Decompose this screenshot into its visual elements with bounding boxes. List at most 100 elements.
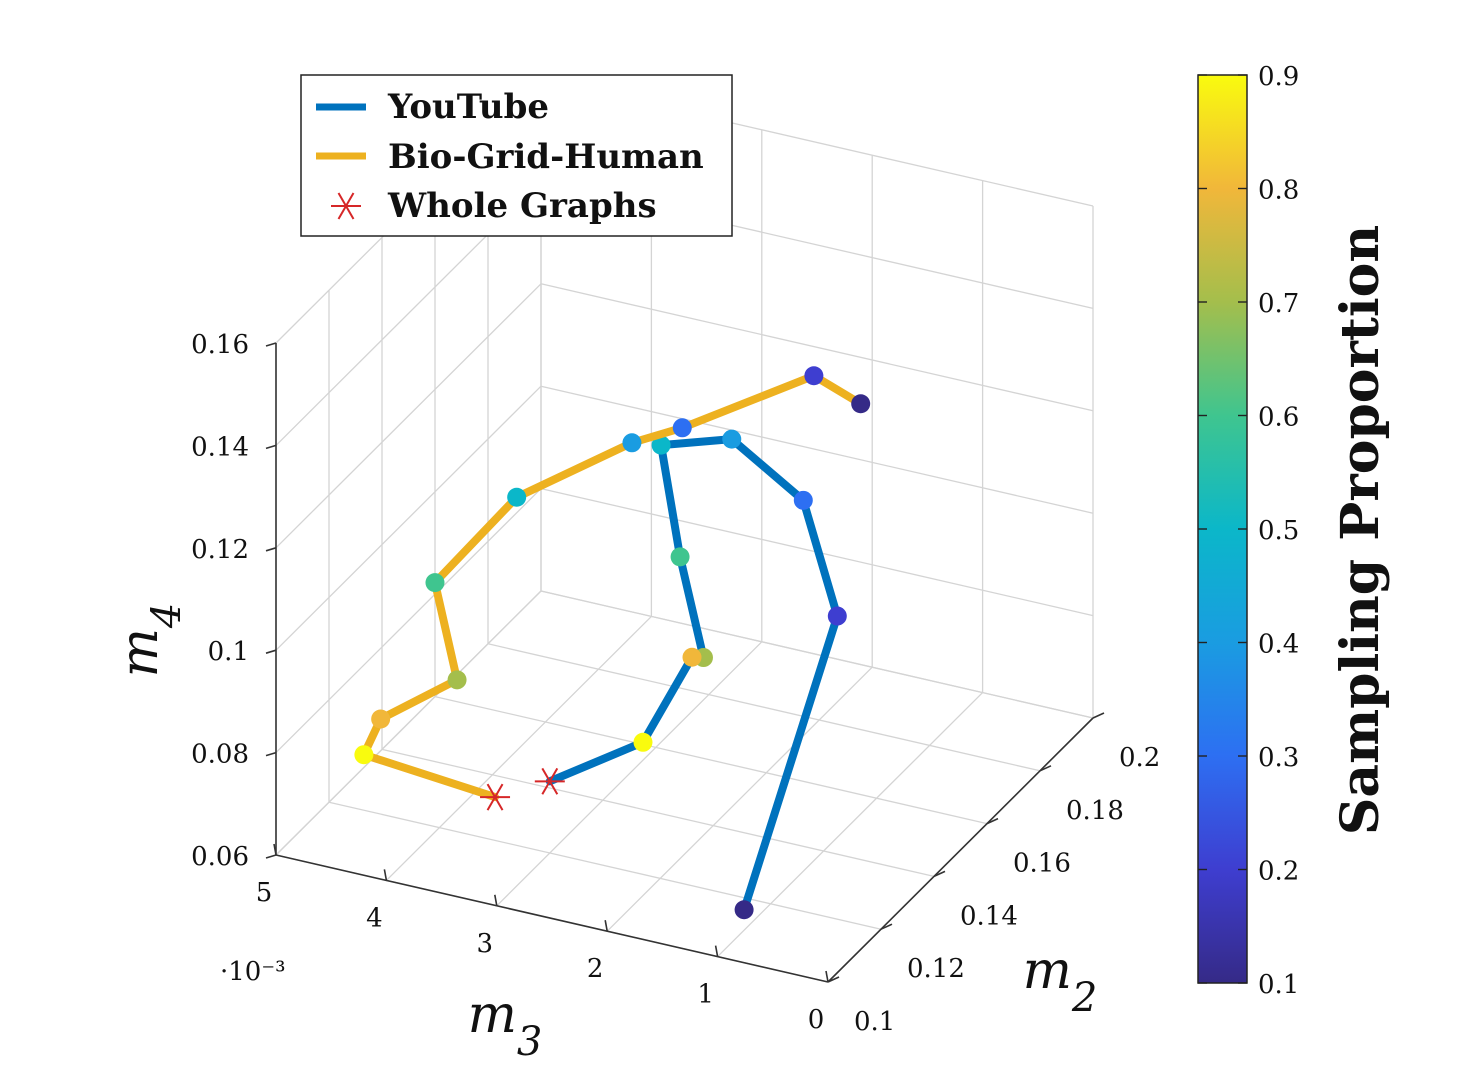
z-tick-mark [265, 547, 277, 552]
data-point [371, 709, 391, 729]
y-tick-mark [494, 894, 498, 906]
x-tick-label: 0.16 [1013, 849, 1071, 879]
legend-swatch-whole-graphs [331, 192, 361, 220]
data-point [851, 394, 871, 414]
colorbar-tick-label: 0.1 [1258, 970, 1299, 1000]
label-layer: 0.1 0.12 0.14 0.16 0.18 0.2 0 1 2 3 4 50.06 0.08 0.1 0… [110, 330, 1160, 1065]
data-point [672, 418, 692, 438]
y-tick-label: 4 [366, 903, 383, 933]
x-axis-line [827, 717, 1094, 983]
x-tick-mark [933, 870, 946, 878]
data-point [734, 900, 754, 920]
data-point [793, 490, 813, 510]
colorbar: 0.1 0.2 0.3 0.4 0.5 0.6 0.7 0.8 0.9 Sampling Pro… [1197, 62, 1391, 1000]
x-tick-mark [827, 976, 840, 983]
data-point [354, 745, 374, 765]
z-tick-label: 0.16 [191, 330, 249, 360]
x-axis-title: m2 [1023, 941, 1098, 1021]
colorbar-tick-label: 0.6 [1258, 403, 1299, 433]
colorbar-tick-label: 0.4 [1258, 630, 1299, 660]
whole-graph-marker [480, 783, 511, 811]
series-line-bio-grid-human [359, 371, 865, 802]
gridline [275, 488, 542, 754]
z-tick-mark [265, 649, 277, 654]
z-tick-label: 0.1 [208, 637, 249, 667]
legend-box [300, 74, 733, 237]
axis-layer [265, 342, 1105, 983]
data-point [633, 732, 653, 752]
legend-star-icon [331, 192, 361, 220]
y-tick-mark [383, 869, 388, 881]
y-scale-label: ·10⁻³ [220, 957, 286, 987]
x-tick-label: 0.14 [960, 901, 1018, 931]
x-tick-label: 0.12 [907, 954, 965, 984]
gridline [717, 692, 984, 958]
data-point [425, 573, 445, 593]
colorbar-title: Sampling Proportion [1330, 225, 1391, 835]
gridline [496, 641, 763, 907]
z-tick-mark [265, 854, 277, 859]
y-tick-label: 5 [256, 878, 273, 908]
colorbar-tick-label: 0.8 [1258, 176, 1299, 206]
colorbar-tick-label: 0.7 [1258, 289, 1299, 319]
series-layer [354, 366, 871, 920]
data-point [682, 647, 702, 667]
gridline [381, 748, 935, 878]
gridline [328, 801, 882, 930]
gridline [434, 695, 988, 825]
gridline [487, 643, 1041, 772]
legend-label-biogrid: Bio-Grid-Human [388, 137, 704, 177]
data-point [670, 547, 690, 567]
z-tick-label: 0.12 [191, 535, 249, 565]
y-tick-label: 2 [587, 954, 604, 984]
gridline [540, 283, 1094, 412]
x-tick-label: 0.18 [1066, 796, 1124, 826]
z-tick-label: 0.08 [191, 740, 249, 770]
gridline [275, 283, 542, 549]
x-tick-mark [1039, 765, 1052, 772]
z-tick-mark [265, 444, 277, 450]
whole-graph-stroke [337, 192, 355, 220]
gridline [385, 615, 652, 881]
whole-graph-stroke [486, 783, 504, 811]
y-tick-mark [825, 970, 829, 983]
y-tick-label: 1 [697, 980, 714, 1010]
legend: YouTube Bio-Grid-Human Whole Graphs [300, 74, 733, 237]
data-point [622, 433, 642, 453]
y-tick-label: 3 [477, 929, 494, 959]
gridline [540, 385, 1094, 514]
z-tick-label: 0.14 [191, 432, 249, 462]
gridline [275, 590, 542, 856]
y-axis-line [275, 854, 829, 983]
y-tick-mark [604, 920, 608, 932]
data-point [507, 487, 527, 507]
data-point [827, 606, 847, 626]
x-tick-mark [880, 923, 893, 930]
colorbar-tick-label: 0.9 [1258, 62, 1299, 92]
y-tick-label: 0 [808, 1005, 825, 1035]
colorbar-tick-label: 0.3 [1258, 743, 1299, 773]
y-tick-mark [273, 843, 277, 856]
colorbar-ticks: 0.1 0.2 0.3 0.4 0.5 0.6 0.7 0.8 0.9 [1198, 62, 1299, 1000]
z-tick-mark [265, 751, 277, 757]
z-axis-title: m4 [110, 603, 190, 678]
whole-graph-stroke [541, 767, 559, 795]
y-axis-title: m3 [468, 985, 543, 1065]
colorbar-tick-label: 0.2 [1258, 857, 1299, 887]
gridline [540, 590, 1094, 719]
series-line-youtube [545, 435, 842, 914]
x-tick-mark [1092, 712, 1105, 719]
legend-label-whole-graphs: Whole Graphs [387, 186, 657, 226]
y-tick-mark [714, 945, 719, 957]
whole-graph-marker [534, 767, 565, 795]
z-tick-mark [265, 342, 277, 347]
legend-label-youtube: YouTube [387, 87, 549, 127]
data-point [722, 429, 742, 449]
colorbar-tick-label: 0.5 [1258, 516, 1299, 546]
data-point [447, 670, 467, 690]
z-tick-label: 0.06 [191, 842, 249, 872]
gridline [606, 666, 873, 932]
data-point [651, 435, 671, 455]
data-point [804, 366, 824, 386]
